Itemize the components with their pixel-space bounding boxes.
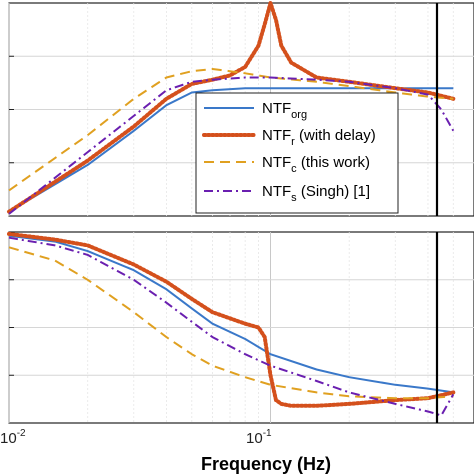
legend-label-ntf-s-base: NTF bbox=[262, 183, 291, 200]
x-tick-1e-1-base: 10 bbox=[246, 430, 263, 447]
legend-label-ntf-org: NTForg bbox=[262, 100, 307, 121]
legend-label-ntf-r-suffix: (with delay) bbox=[295, 127, 376, 144]
x-tick-label-1e-1: 10-1 bbox=[246, 428, 272, 447]
x-tick-1e-2-exponent: -2 bbox=[17, 428, 26, 439]
top-series-group bbox=[7, 1, 456, 215]
x-tick-1e-2-base: 10 bbox=[0, 430, 17, 447]
legend-label-ntf-s: NTFs (Singh) [1] bbox=[262, 183, 370, 204]
legend-label-ntf-c-base: NTF bbox=[262, 154, 291, 171]
bottom-series-ntf-c-this-work bbox=[8, 246, 454, 400]
legend-label-ntf-org-base: NTF bbox=[262, 100, 291, 117]
legend: NTForg NTFr (with delay) NTFc (this work… bbox=[195, 92, 399, 214]
x-axis-label: Frequency (Hz) bbox=[201, 454, 331, 474]
bottom-panel bbox=[7, 231, 474, 424]
bottom-series-group bbox=[7, 231, 456, 417]
bottom-series-ntf-s-singh-1 bbox=[8, 236, 455, 417]
legend-label-ntf-c: NTFc (this work) bbox=[262, 154, 370, 175]
x-tick-1e-1-exponent: -1 bbox=[263, 428, 272, 439]
legend-label-ntf-c-suffix: (this work) bbox=[297, 154, 370, 171]
bottom-series-ntf-r-with-delay bbox=[7, 231, 456, 408]
legend-label-ntf-s-suffix: (Singh) [1] bbox=[297, 183, 370, 200]
legend-label-ntf-r: NTFr (with delay) bbox=[262, 127, 376, 148]
top-series-ntf-s-singh-1 bbox=[8, 76, 455, 215]
legend-label-ntf-r-sub: r bbox=[291, 136, 295, 148]
bottom-series-ntf-org bbox=[8, 234, 454, 394]
legend-label-ntf-r-base: NTF bbox=[262, 127, 291, 144]
legend-box bbox=[195, 92, 399, 214]
legend-label-ntf-s-sub: s bbox=[291, 192, 297, 204]
top-series-ntf-c-this-work bbox=[8, 68, 454, 192]
legend-label-ntf-org-sub: org bbox=[291, 109, 307, 121]
legend-label-ntf-c-sub: c bbox=[291, 163, 297, 175]
x-tick-label-1e-2: 10-2 bbox=[0, 428, 26, 447]
